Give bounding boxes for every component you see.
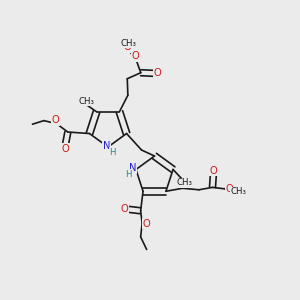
Text: H: H [125,170,132,179]
Text: CH₃: CH₃ [121,38,137,47]
Text: O: O [132,51,140,61]
Text: O: O [153,68,161,78]
Text: O: O [142,219,150,229]
Text: N: N [129,163,137,173]
Text: O: O [62,143,70,154]
Text: CH₃: CH₃ [78,97,94,106]
Text: N: N [103,141,110,151]
Text: CH₃: CH₃ [176,178,192,187]
Text: O: O [52,115,59,125]
Text: O: O [225,184,233,194]
Text: O: O [123,42,131,52]
Text: O: O [120,204,128,214]
Text: O: O [210,166,218,176]
Text: CH₃: CH₃ [231,188,247,196]
Text: H: H [109,148,116,157]
